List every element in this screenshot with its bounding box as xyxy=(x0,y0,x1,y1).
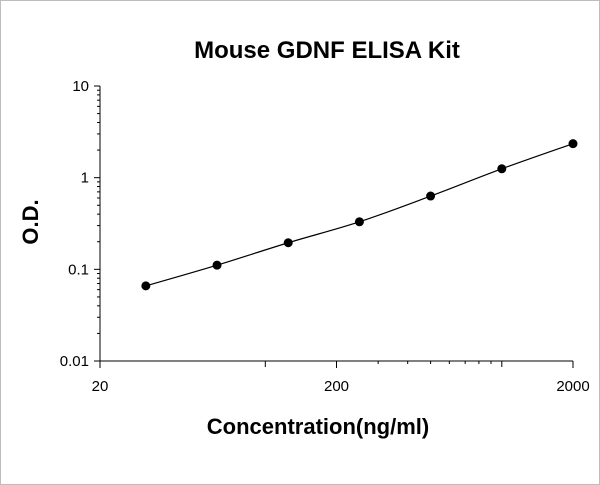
chart-title: Mouse GDNF ELISA Kit xyxy=(194,37,460,64)
y-tick-label: 0.01 xyxy=(60,353,89,370)
data-points xyxy=(141,139,578,291)
x-tick-label: 2000 xyxy=(556,378,589,395)
fit-line-group xyxy=(145,143,574,287)
data-point xyxy=(568,139,578,149)
y-tick-label: 1 xyxy=(81,170,89,187)
data-point xyxy=(426,191,436,201)
fit-line xyxy=(145,143,574,287)
data-point xyxy=(212,260,222,270)
ticks: 0.01 0.1 1 10 20 200 2000 xyxy=(60,78,590,395)
axes xyxy=(99,86,573,362)
data-point xyxy=(283,238,293,248)
y-tick-label: 10 xyxy=(72,78,89,95)
data-point xyxy=(354,217,364,227)
data-point xyxy=(141,281,151,291)
x-tick-label: 20 xyxy=(92,378,109,395)
x-tick-label: 200 xyxy=(324,378,349,395)
y-axis-label: O.D. xyxy=(18,199,43,244)
x-axis-label: Concentration(ng/ml) xyxy=(207,414,429,439)
data-point xyxy=(497,164,507,174)
y-tick-label: 0.1 xyxy=(68,261,89,278)
